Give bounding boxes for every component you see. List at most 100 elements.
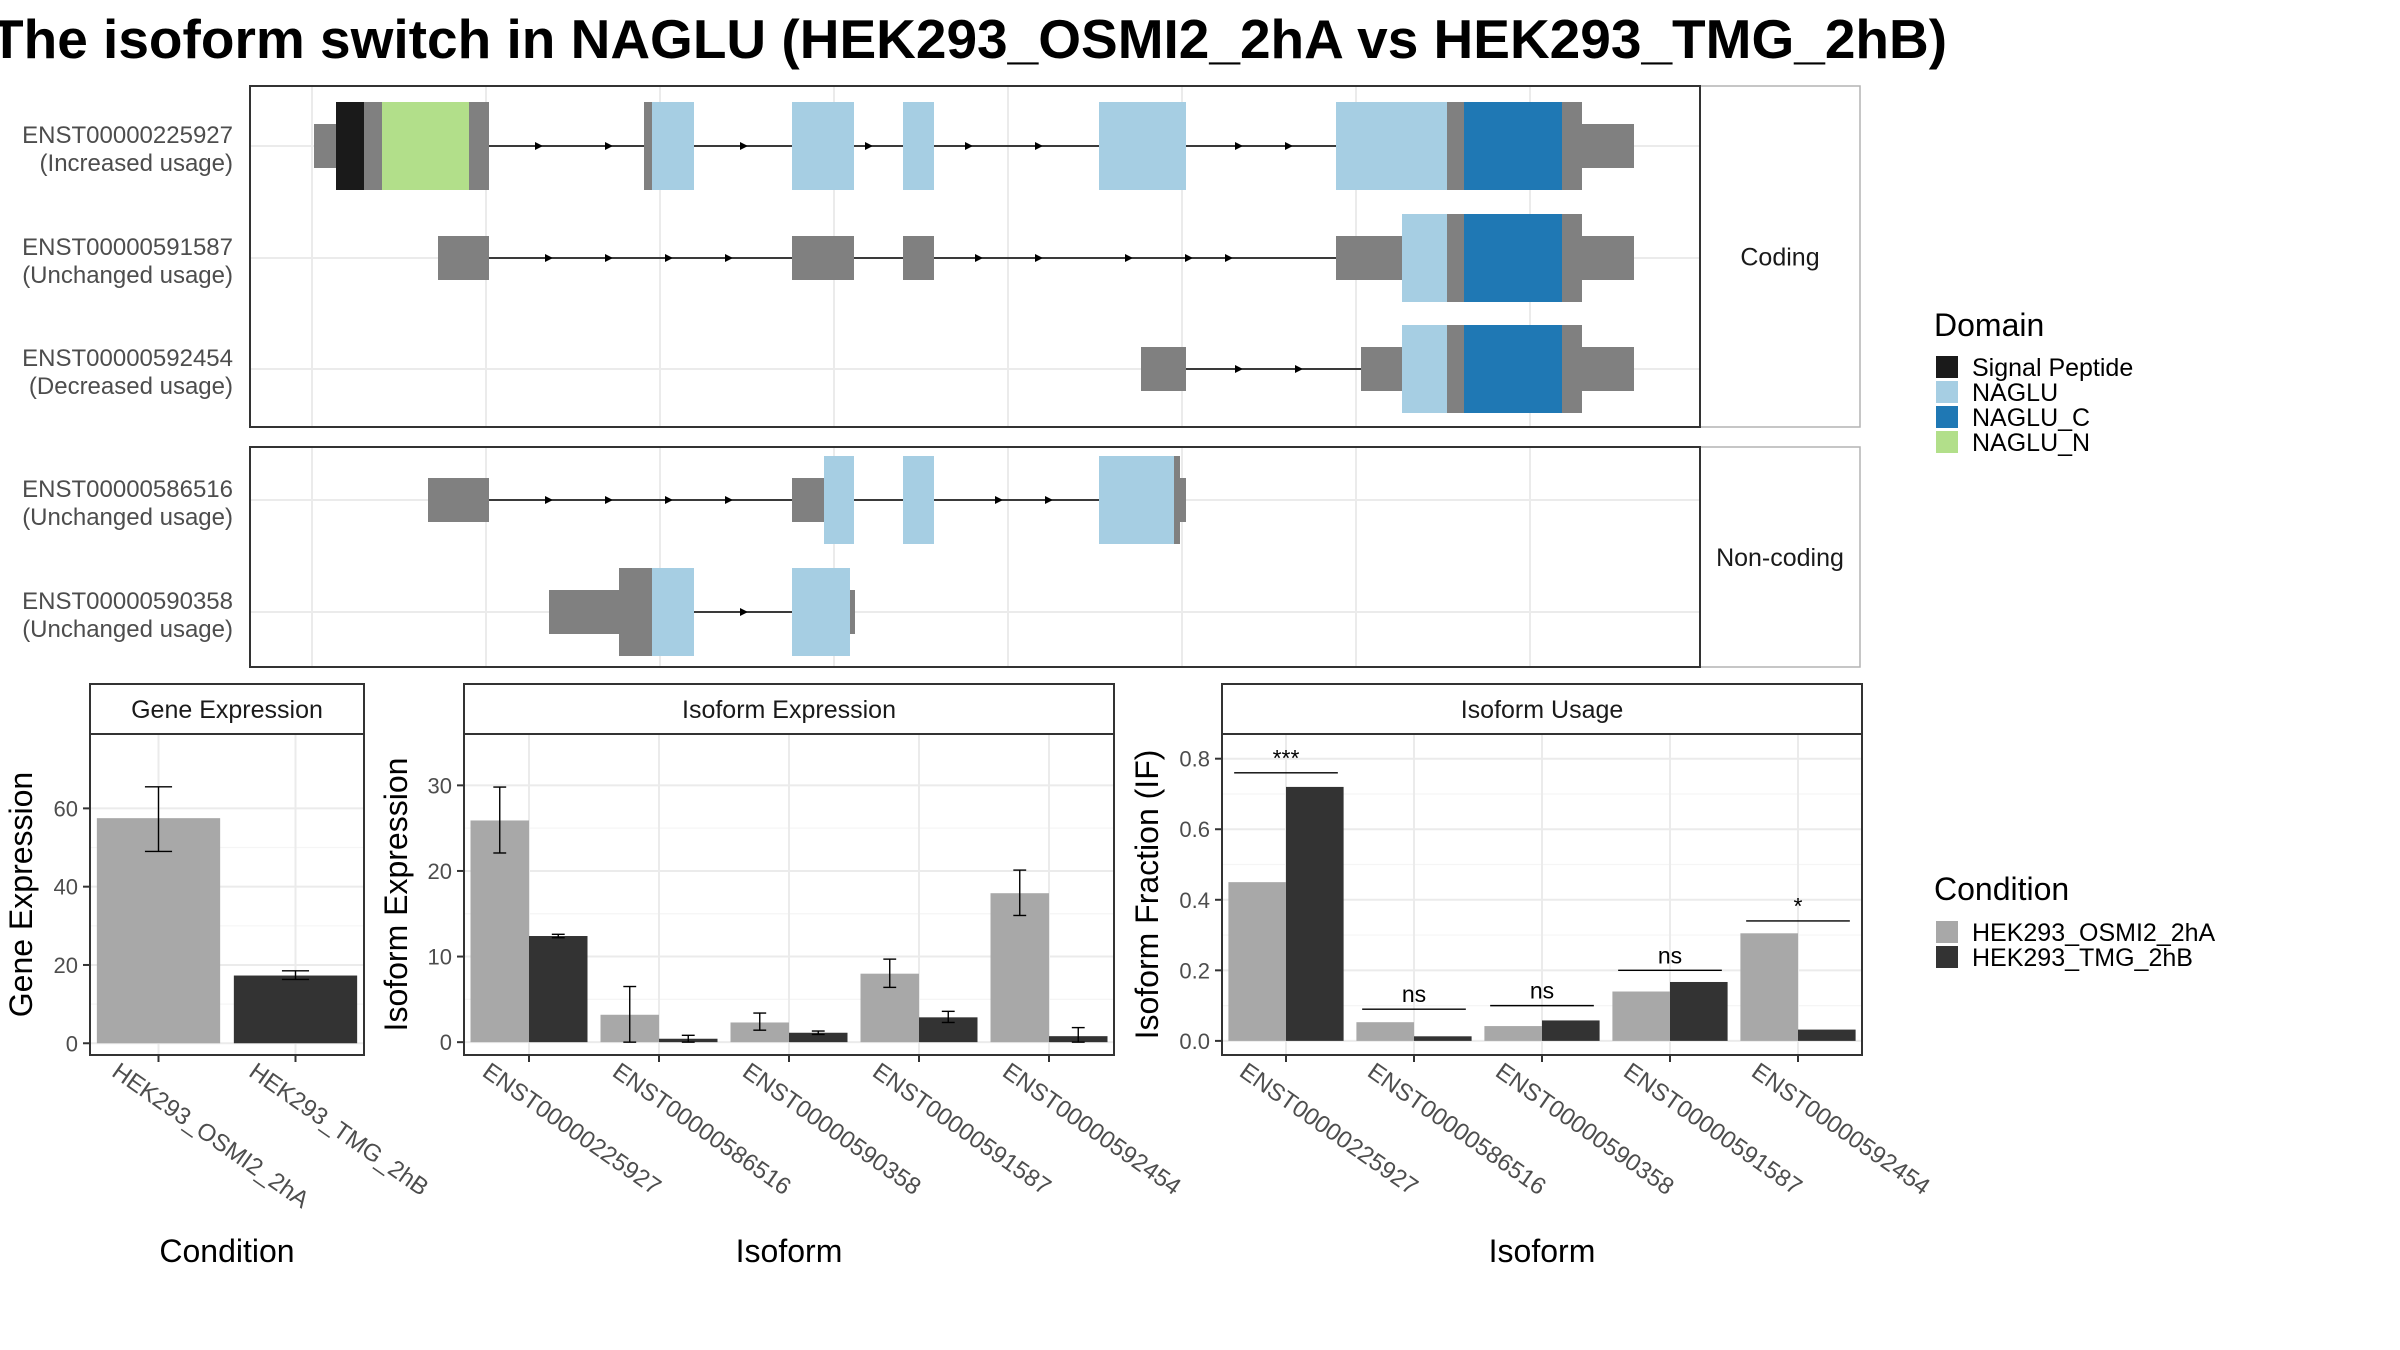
domain-naglu — [1336, 102, 1447, 190]
bar-ENST00000225927-HEK293_TMG_2hB — [1286, 786, 1344, 1041]
domain-naglu — [903, 102, 934, 190]
gene-expression-panel: Gene Expression0204060HEK293_OSMI2_2hAHE… — [3, 683, 433, 1269]
error-bar — [144, 786, 173, 853]
exon-block — [1141, 347, 1186, 391]
exon-block — [792, 236, 854, 280]
error-bar — [623, 985, 637, 1043]
transcript-id-label: ENST00000590358 — [22, 588, 233, 615]
domain-naglu_c — [1464, 102, 1562, 190]
domain-signal_peptide — [336, 102, 364, 190]
significance-label: *** — [1273, 745, 1300, 771]
bar-ENST00000590358-HEK293_OSMI2_2hA — [1484, 1026, 1542, 1041]
domain-naglu — [792, 568, 850, 656]
y-tick-label: 20 — [428, 859, 452, 884]
error-bar — [551, 933, 565, 939]
y-tick-label: 0 — [66, 1031, 78, 1056]
bar-ENST00000592454-HEK293_OSMI2_2hA — [990, 893, 1049, 1043]
strand-arrow — [975, 254, 983, 262]
bar-ENST00000225927-HEK293_OSMI2_2hA — [470, 820, 529, 1043]
y-tick-label: 0.4 — [1179, 888, 1210, 913]
transcript-id-label: ENST00000591587 — [22, 234, 233, 261]
transcript-ENST00000225927 — [314, 102, 1634, 190]
legend-label: NAGLU_C — [1972, 404, 2090, 432]
exon-block — [644, 102, 652, 190]
exon-block — [1447, 325, 1464, 413]
y-tick-label: 0 — [440, 1030, 452, 1055]
domain-naglu — [824, 456, 854, 544]
strand-arrow — [605, 496, 613, 504]
facet-panel-border — [249, 446, 1701, 668]
facet-label: Coding — [1740, 244, 1819, 272]
bar-ENST00000591587-HEK293_TMG_2hB — [1670, 981, 1728, 1041]
legend-swatch — [1936, 431, 1958, 453]
transcript-ENST00000590358 — [549, 568, 855, 656]
error-bar — [941, 1010, 955, 1024]
y-axis-title: Isoform Fraction (IF) — [1129, 750, 1165, 1040]
bar-ENST00000592454-HEK293_TMG_2hB — [1798, 1029, 1856, 1041]
bar-HEK293_OSMI2_2hA — [96, 818, 221, 1044]
transcript-usage-label: (Decreased usage) — [29, 373, 233, 400]
strand-arrow — [1125, 254, 1133, 262]
strand-arrow — [665, 254, 673, 262]
condition-legend-title: Condition — [1934, 871, 2069, 907]
exon-block — [1582, 124, 1634, 168]
exon-block — [364, 102, 382, 190]
exon-block — [1582, 347, 1634, 391]
x-axis-title: Isoform — [736, 1233, 843, 1269]
bar-ENST00000591587-HEK293_OSMI2_2hA — [1612, 991, 1670, 1041]
bar-ENST00000590358-HEK293_OSMI2_2hA — [730, 1022, 789, 1043]
panel-strip — [89, 683, 365, 735]
panel-strip — [1221, 683, 1863, 735]
strand-arrow — [1185, 254, 1193, 262]
strand-arrow — [1235, 142, 1243, 150]
error-bar — [493, 786, 507, 854]
figure-title: The isoform switch in NAGLU (HEK293_OSMI… — [0, 8, 1947, 70]
isoform-expression-panel: Isoform Expression0102030ENST00000225927… — [378, 683, 1186, 1269]
error-bar — [883, 958, 897, 989]
strand-arrow — [1285, 142, 1293, 150]
y-axis-title: Isoform Expression — [378, 758, 414, 1032]
domain-naglu — [792, 102, 854, 190]
exon-block — [1582, 236, 1634, 280]
domain-naglu_c — [1464, 325, 1562, 413]
transcript-usage-label: (Unchanged usage) — [22, 616, 233, 643]
legend-swatch — [1936, 381, 1958, 403]
exon-block — [1336, 236, 1402, 280]
exon-block — [549, 590, 619, 634]
transcript-usage-label: (Increased usage) — [40, 150, 233, 177]
legend-label: Signal Peptide — [1972, 354, 2133, 382]
y-tick-label: 40 — [54, 875, 78, 900]
y-axis-title: Gene Expression — [3, 772, 39, 1017]
significance-label: * — [1794, 893, 1803, 919]
strand-arrow — [665, 496, 673, 504]
transcript-id-label: ENST00000592454 — [22, 345, 233, 372]
strand-arrow — [1225, 254, 1233, 262]
domain-naglu_n — [382, 102, 469, 190]
domain-naglu — [1099, 102, 1186, 190]
transcript-ENST00000592454 — [1141, 325, 1634, 413]
transcript-id-label: ENST00000586516 — [22, 476, 233, 503]
strand-arrow — [865, 142, 873, 150]
strand-arrow — [605, 142, 613, 150]
strand-arrow — [1045, 496, 1053, 504]
transcript-ENST00000586516 — [428, 456, 1186, 544]
domain-naglu_c — [1464, 214, 1562, 302]
strand-arrow — [545, 496, 553, 504]
y-tick-label: 20 — [54, 953, 78, 978]
domain-naglu — [1402, 214, 1447, 302]
strand-arrow — [1035, 142, 1043, 150]
bar-ENST00000590358-HEK293_TMG_2hB — [789, 1032, 848, 1043]
legend-label: NAGLU_N — [1972, 429, 2090, 457]
strand-arrow — [1295, 365, 1303, 373]
legend-swatch — [1936, 356, 1958, 378]
exon-block — [428, 478, 489, 522]
transcript-usage-label: (Unchanged usage) — [22, 504, 233, 531]
strand-arrow — [995, 496, 1003, 504]
strand-arrow — [740, 142, 748, 150]
bar-HEK293_TMG_2hB — [233, 975, 358, 1044]
y-tick-label: 0.0 — [1179, 1029, 1210, 1054]
legend-swatch — [1936, 921, 1958, 943]
